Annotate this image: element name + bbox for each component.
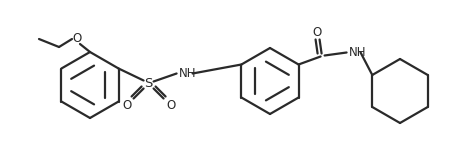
Text: NH: NH <box>178 67 196 80</box>
Text: NH: NH <box>348 46 365 59</box>
Text: O: O <box>72 32 82 45</box>
Text: O: O <box>166 99 175 112</box>
Text: O: O <box>311 26 321 39</box>
Text: O: O <box>122 99 131 112</box>
Text: S: S <box>144 77 152 90</box>
